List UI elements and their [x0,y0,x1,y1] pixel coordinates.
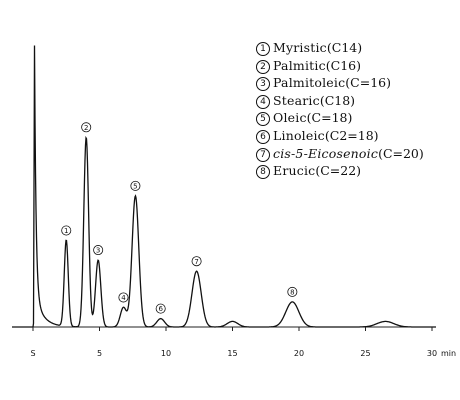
x-tick-label: 20 [294,349,304,358]
legend-item-6: 6 Linoleic(C2=18) [256,127,424,145]
legend-item-8: 8 Erucic(C=22) [256,162,424,180]
legend-formula: (C=20) [378,145,424,161]
legend-formula: (C16) [325,57,362,73]
legend-item-3: 3 Palmitoleic(C=16) [256,74,424,92]
x-tick-label: 30 [427,349,437,358]
legend-name: Oleic [273,110,307,126]
peak-label-2: 2 [81,122,92,133]
peak-label-4: 4 [118,292,129,303]
legend-name: Palmitoleic [273,75,346,91]
peak-label-1: 1 [61,225,72,236]
peak-label-7: 7 [191,256,202,267]
legend-number: 5 [256,112,270,127]
legend-number: 4 [256,94,270,109]
x-tick-label: 25 [360,349,370,358]
peak-label-3: 3 [93,245,104,256]
legend-name: Stearic [273,92,320,108]
x-tick-label: 10 [161,349,171,358]
legend-formula: (C14) [326,40,363,55]
legend-formula: (C=22) [315,163,362,179]
legend-number: 8 [256,165,270,180]
peak-labels: 1 2 3 4 5 6 7 8 [61,122,298,314]
legend-item-2: 2 Palmitic(C16) [256,57,424,75]
svg-text:4: 4 [121,294,126,302]
legend-number: 2 [256,59,270,74]
legend-item-4: 4 Stearic(C18) [256,92,424,110]
peak-label-8: 8 [287,286,298,297]
legend: 1 Myristic(C14) 2 Palmitic(C16) 3 Palmitole… [256,39,424,180]
legend-item-5: 5 Oleic(C=18) [256,109,424,127]
svg-text:2: 2 [84,124,88,132]
legend-item-7: 7 cis-5-Eicosenoic(C=20) [256,145,424,163]
legend-name: Palmitic [273,57,326,73]
legend-number: 3 [256,77,270,92]
x-tick-label: 5 [97,349,102,358]
legend-item-1: 1 Myristic(C14) [256,39,424,57]
legend-name: Myristic [273,40,327,55]
legend-formula: (C18) [319,92,356,108]
legend-formula: (C=16) [345,75,391,91]
chromatogram-trace [12,45,436,328]
legend-formula: (C2=18) [324,127,379,143]
peak-label-5: 5 [130,180,141,191]
legend-number: 7 [256,147,270,162]
legend-name: Erucic [273,163,316,179]
x-axis-unit: min [441,349,456,358]
legend-formula: (C=18) [306,110,353,126]
svg-text:1: 1 [64,227,68,235]
x-tick-label: S [30,349,35,358]
peak-label-6: 6 [155,303,166,314]
legend-name: cis-5-Eicosenoic [273,145,379,161]
x-tick-label: 15 [227,349,237,358]
svg-text:3: 3 [96,247,100,255]
svg-text:8: 8 [290,288,294,296]
svg-text:7: 7 [194,258,198,266]
legend-number: 1 [256,42,270,56]
svg-text:6: 6 [158,305,163,313]
legend-name: Linoleic [273,127,325,143]
legend-number: 6 [256,129,270,144]
x-axis-ticks: S 5 10 15 20 25 30 [30,327,437,358]
svg-text:5: 5 [133,182,137,190]
